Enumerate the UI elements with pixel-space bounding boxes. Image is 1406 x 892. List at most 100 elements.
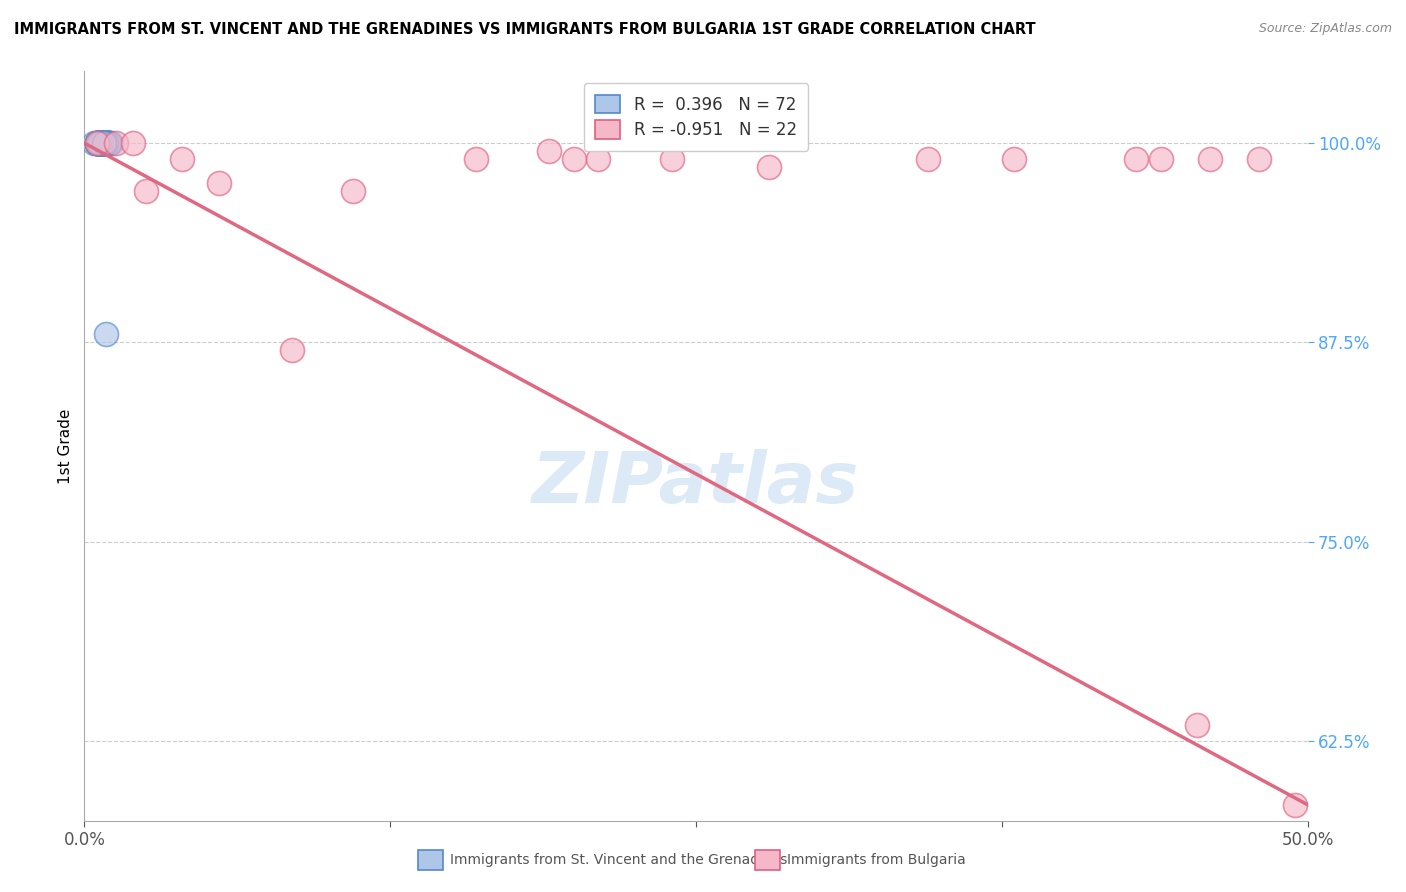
- Point: [93, 136, 115, 150]
- Point: [90, 136, 112, 150]
- Text: Immigrants from St. Vincent and the Grenadines: Immigrants from St. Vincent and the Gren…: [450, 853, 787, 867]
- Point: [586, 152, 609, 166]
- Point: [661, 152, 683, 166]
- Point: [93, 136, 115, 150]
- Point: [172, 152, 194, 166]
- Point: [87, 136, 110, 150]
- Point: [96, 136, 118, 150]
- Point: [342, 184, 364, 198]
- Point: [87, 136, 110, 150]
- Point: [93, 136, 115, 150]
- Point: [86, 136, 108, 150]
- Point: [97, 136, 120, 150]
- Point: [87, 136, 110, 150]
- Point: [562, 152, 585, 166]
- Point: [93, 136, 115, 150]
- Point: [96, 136, 118, 150]
- Point: [90, 136, 112, 150]
- Point: [87, 136, 110, 150]
- Point: [105, 136, 128, 150]
- Point: [1002, 152, 1025, 166]
- Point: [1187, 718, 1209, 732]
- Point: [97, 136, 120, 150]
- Point: [1125, 152, 1147, 166]
- Point: [93, 136, 115, 150]
- Point: [90, 136, 112, 150]
- Point: [1150, 152, 1173, 166]
- Point: [90, 136, 112, 150]
- Point: [90, 136, 112, 150]
- Point: [208, 176, 231, 190]
- Point: [87, 136, 110, 150]
- Point: [86, 136, 108, 150]
- Point: [86, 136, 108, 150]
- Point: [135, 184, 157, 198]
- Point: [87, 136, 110, 150]
- Point: [96, 136, 118, 150]
- Text: Source: ZipAtlas.com: Source: ZipAtlas.com: [1258, 22, 1392, 36]
- Point: [93, 136, 115, 150]
- Point: [90, 136, 112, 150]
- Point: [83, 136, 105, 150]
- Point: [90, 136, 112, 150]
- Point: [96, 136, 118, 150]
- Point: [917, 152, 939, 166]
- Point: [97, 136, 120, 150]
- Text: IMMIGRANTS FROM ST. VINCENT AND THE GRENADINES VS IMMIGRANTS FROM BULGARIA 1ST G: IMMIGRANTS FROM ST. VINCENT AND THE GREN…: [14, 22, 1036, 37]
- Point: [1198, 152, 1220, 166]
- Point: [87, 136, 110, 150]
- Point: [122, 136, 145, 150]
- Point: [96, 136, 118, 150]
- Point: [1247, 152, 1270, 166]
- Point: [87, 136, 110, 150]
- Point: [96, 136, 118, 150]
- Point: [90, 136, 112, 150]
- Point: [97, 136, 120, 150]
- Point: [86, 136, 108, 150]
- Point: [96, 136, 118, 150]
- Point: [96, 136, 118, 150]
- Point: [90, 136, 112, 150]
- Point: [93, 136, 115, 150]
- Point: [86, 136, 108, 150]
- Point: [93, 136, 115, 150]
- Point: [87, 136, 110, 150]
- Point: [97, 136, 120, 150]
- Point: [86, 136, 108, 150]
- Point: [93, 136, 115, 150]
- Legend: R =  0.396   N = 72, R = -0.951   N = 22: R = 0.396 N = 72, R = -0.951 N = 22: [583, 84, 808, 151]
- Point: [97, 136, 120, 150]
- Point: [93, 136, 115, 150]
- Point: [86, 136, 108, 150]
- Point: [96, 136, 118, 150]
- Point: [281, 343, 304, 358]
- Point: [87, 136, 110, 150]
- Point: [90, 136, 112, 150]
- Point: [96, 327, 118, 342]
- Point: [758, 160, 780, 174]
- Text: ZIPatlas: ZIPatlas: [533, 449, 859, 518]
- Point: [100, 136, 122, 150]
- Point: [96, 136, 118, 150]
- Point: [87, 136, 110, 150]
- Point: [87, 136, 110, 150]
- Point: [96, 136, 118, 150]
- Point: [90, 136, 112, 150]
- Point: [90, 136, 112, 150]
- Point: [96, 136, 118, 150]
- Point: [97, 136, 120, 150]
- Point: [93, 136, 115, 150]
- Point: [1284, 797, 1306, 812]
- Text: Immigrants from Bulgaria: Immigrants from Bulgaria: [787, 853, 966, 867]
- Point: [93, 136, 115, 150]
- Point: [87, 136, 110, 150]
- Point: [93, 136, 115, 150]
- Point: [90, 136, 112, 150]
- Point: [464, 152, 486, 166]
- Point: [90, 136, 112, 150]
- Point: [86, 136, 108, 150]
- Point: [87, 136, 110, 150]
- Point: [86, 136, 108, 150]
- Point: [93, 136, 115, 150]
- Y-axis label: 1st Grade: 1st Grade: [58, 409, 73, 483]
